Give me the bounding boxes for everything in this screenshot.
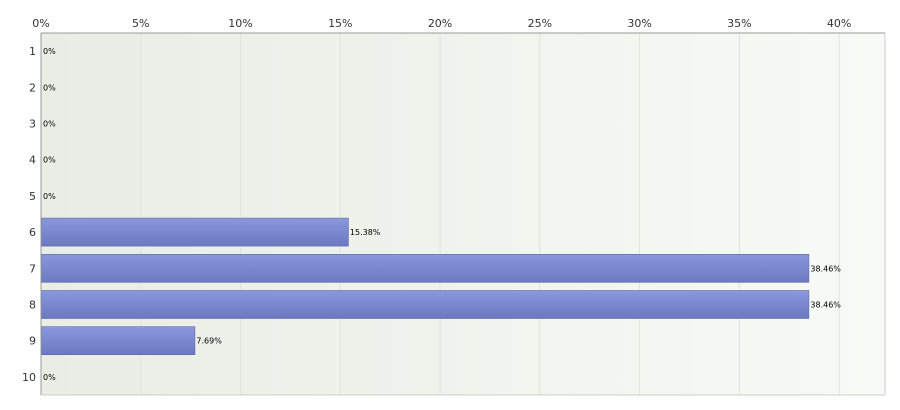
x-tick-label-30: 30% [627, 17, 651, 30]
value-label-3: 0% [43, 120, 56, 129]
x-tick-label-5: 5% [132, 17, 149, 30]
x-tick-label-0: 0% [32, 17, 49, 30]
category-label-3: 3 [29, 118, 36, 131]
x-tick-label-40: 40% [827, 17, 851, 30]
x-tick-label-25: 25% [528, 17, 552, 30]
bar-6 [41, 217, 349, 247]
category-label-6: 6 [29, 226, 36, 239]
category-label-8: 8 [29, 299, 36, 312]
grid-lines [140, 33, 840, 395]
category-label-10: 10 [22, 371, 36, 384]
value-label-2: 0% [43, 83, 56, 92]
value-label-8: 38.46% [810, 301, 841, 310]
category-label-7: 7 [29, 262, 36, 275]
category-label-5: 5 [29, 190, 36, 203]
x-tick-label-35: 35% [727, 17, 751, 30]
value-label-7: 38.46% [810, 264, 841, 273]
value-label-10: 0% [43, 373, 56, 382]
value-label-5: 0% [43, 192, 56, 201]
value-label-9: 7.69% [196, 337, 222, 346]
bar-7 [41, 254, 810, 283]
x-tick-label-20: 20% [428, 17, 452, 30]
value-label-6: 15.38% [350, 228, 381, 237]
x-tick-label-15: 15% [328, 17, 352, 30]
category-label-4: 4 [29, 154, 36, 167]
category-label-1: 1 [29, 45, 36, 58]
category-label-2: 2 [29, 81, 36, 94]
bar-9 [41, 326, 196, 356]
labels: 0% 5% 10% 15% 20% 25% 30% 35% 40%1 0%2 0%3 0%4 0%5 0%… [22, 17, 851, 384]
x-tick-label-10: 10% [228, 17, 252, 30]
bar-8 [41, 290, 810, 319]
value-label-4: 0% [43, 156, 56, 165]
axes [40, 32, 886, 396]
value-label-1: 0% [43, 47, 56, 56]
category-label-9: 9 [29, 335, 36, 348]
